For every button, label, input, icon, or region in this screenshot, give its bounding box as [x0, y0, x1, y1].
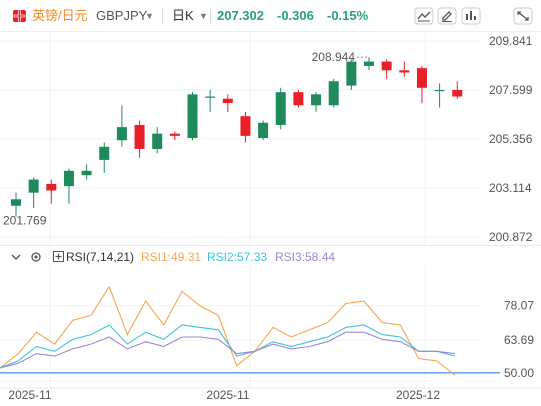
candle-body [187, 94, 198, 139]
symbol-dropdown-icon[interactable]: ▼ [145, 11, 154, 21]
pencil-icon [437, 7, 457, 25]
candle-body [381, 61, 392, 71]
candlestick-chart[interactable]: 209.841 207.599 205.356 203.114 200.872 208.9… [0, 33, 541, 245]
y-tick-label: 205.356 [489, 132, 533, 146]
chart-type-icon [414, 7, 434, 25]
candle-body [293, 92, 304, 106]
collapse-icon[interactable] [10, 251, 22, 265]
x-tick-label: 2025-12 [396, 388, 440, 402]
candle-body [364, 61, 374, 66]
candle-body [416, 68, 427, 88]
candle-body [134, 124, 145, 149]
rsi-chart[interactable]: 78.0763.6949.3150.002025-112025-112025-1… [0, 266, 541, 406]
draw-button[interactable] [437, 7, 457, 25]
uk-flag-icon [13, 10, 26, 22]
period-dropdown-icon[interactable]: ▼ [199, 11, 208, 21]
rsi-line-rsi1 [0, 285, 456, 376]
y-tick-label: 207.599 [489, 83, 533, 97]
candle-body [399, 70, 410, 73]
candle-body [99, 146, 110, 160]
rsi-line-rsi2 [0, 324, 456, 369]
indicator-icon [461, 7, 481, 25]
rsi-level-tag-bg [500, 365, 541, 380]
chart-type-button[interactable] [414, 7, 434, 25]
fullscreen-button[interactable] [513, 7, 533, 25]
candle-body [81, 170, 92, 176]
expand-icon[interactable] [53, 251, 64, 265]
rsi3-value: RSI3:58.44 [275, 250, 336, 264]
rsi2-value: RSI2:57.33 [207, 250, 268, 264]
candle-body [240, 116, 251, 136]
period-selector[interactable]: 日K [172, 8, 194, 23]
fullscreen-icon [513, 7, 533, 25]
candle-body [328, 81, 339, 106]
rsi-header: RSI(7,14,21) RSI1:49.31 RSI2:57.33 RSI3:… [0, 248, 541, 266]
candle-body [258, 122, 269, 139]
rsi1-value: RSI1:49.31 [141, 250, 202, 264]
candle-body [152, 133, 163, 149]
indicator-button[interactable] [461, 7, 481, 25]
panel-divider [0, 245, 541, 246]
candle-body [275, 92, 286, 125]
symbol-name[interactable]: 英镑/日元 [32, 8, 88, 23]
x-tick-label: 2025-11 [206, 388, 249, 402]
candle-body [346, 61, 357, 86]
candle-body [452, 89, 463, 97]
toolbar-divider [162, 9, 163, 23]
y-tick-label: 200.872 [489, 230, 533, 244]
rsi-level-tag: 50.00 [504, 366, 534, 380]
y-tick-label: 203.114 [489, 181, 532, 195]
rsi-indicator-name[interactable]: RSI(7,14,21) [66, 250, 135, 264]
candle-body [222, 98, 233, 104]
low-annotation: 201.769 [3, 214, 47, 228]
y-tick-label: 78.07 [504, 299, 534, 313]
candle-body [116, 127, 127, 141]
candle-body [28, 179, 39, 193]
candle-body [63, 170, 74, 187]
x-tick-label: 2025-11 [8, 388, 51, 402]
candle-body [169, 133, 180, 136]
rsi-line-rsi3 [0, 331, 456, 369]
price-change-percent: -0.15% [327, 8, 369, 23]
high-annotation: 208.944 [312, 50, 356, 64]
toolbar-divider [210, 9, 211, 23]
last-price: 207.302 [217, 8, 264, 23]
candle-body [434, 89, 445, 92]
candle-body [311, 94, 322, 106]
gear-icon[interactable] [30, 251, 42, 266]
y-tick-label: 209.841 [489, 34, 533, 48]
chart-toolbar: 英镑/日元 GBPJPY ▼ 日K ▼ 207.302 -0.306 -0.15… [0, 0, 541, 32]
y-tick-label: 63.69 [504, 333, 534, 347]
candle-body [46, 183, 57, 191]
candle-body [11, 199, 21, 206]
price-change: -0.306 [277, 8, 314, 23]
symbol-code[interactable]: GBPJPY [96, 8, 148, 23]
candle-body [205, 96, 216, 98]
